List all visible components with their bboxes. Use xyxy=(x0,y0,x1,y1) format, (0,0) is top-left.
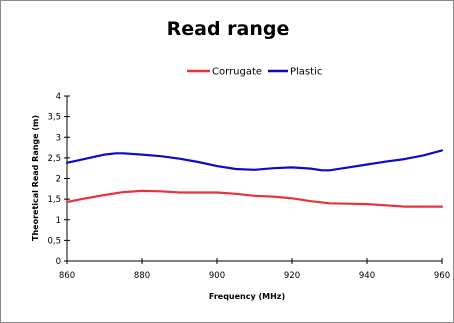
y-tick-label: 1,5 xyxy=(47,195,61,205)
x-tick-label: 920 xyxy=(284,271,300,281)
x-tick-label: 860 xyxy=(59,271,75,281)
x-tick-label: 880 xyxy=(134,271,150,281)
y-tick-label: 3 xyxy=(56,133,61,143)
y-tick-label: 0,5 xyxy=(47,236,61,246)
legend: Corrugate Plastic xyxy=(187,67,322,78)
y-tick-label: 4 xyxy=(56,92,61,102)
legend-label-plastic: Plastic xyxy=(290,67,322,78)
axes: 0 0,5 1 1,5 2 2,5 3 3,5 4 860 880 900 920 940 960 xyxy=(47,92,450,281)
x-tick-label: 900 xyxy=(209,271,225,281)
y-tick-label: 1 xyxy=(56,216,61,226)
legend-label-corrugate: Corrugate xyxy=(212,67,262,78)
x-tick-label: 940 xyxy=(359,271,375,281)
y-tick-label: 2,5 xyxy=(47,154,61,164)
chart-title: Read range xyxy=(167,18,290,40)
series-layer xyxy=(65,149,444,208)
y-tick-label: 3,5 xyxy=(47,113,61,123)
series-line-plastic xyxy=(65,149,444,172)
y-tick-label: 0 xyxy=(56,257,61,267)
x-axis-title: Frequency (MHz) xyxy=(209,292,285,301)
y-tick-label: 2 xyxy=(56,175,61,185)
y-axis-title: Theoretical Read Range (m) xyxy=(31,115,40,241)
series-line-corrugate xyxy=(65,189,444,208)
x-tick-label: 960 xyxy=(434,271,450,281)
